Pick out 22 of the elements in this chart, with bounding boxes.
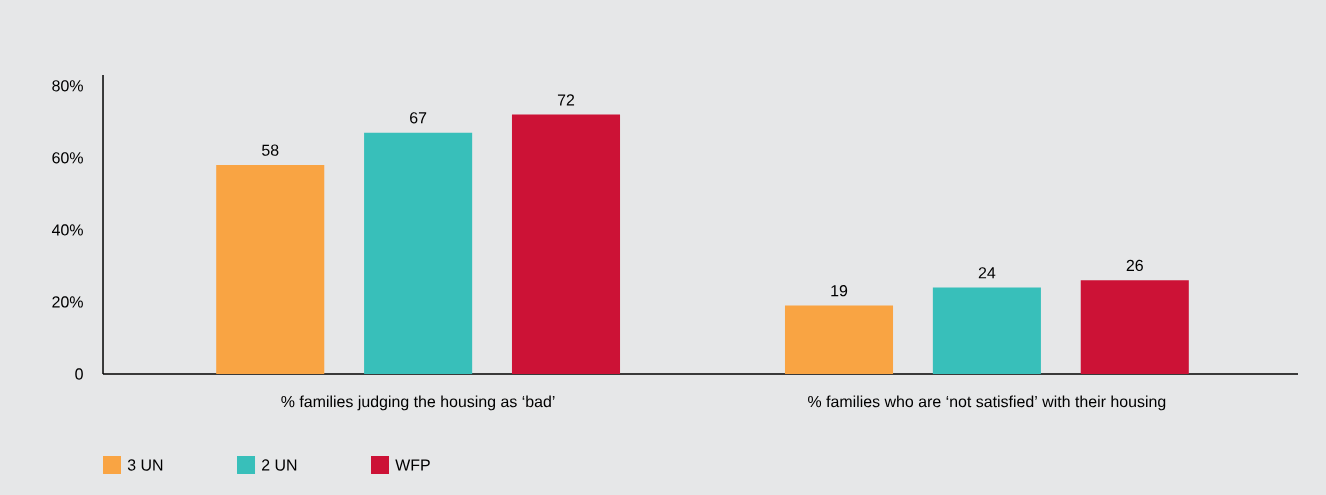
data-label: 67 [410, 112, 427, 124]
legend-label: WFP [395, 459, 430, 471]
y-tick-label: 20% [52, 296, 83, 308]
bar [511, 114, 621, 374]
data-label: 24 [978, 267, 996, 279]
bar [364, 132, 473, 374]
bar [216, 165, 325, 374]
data-label: 58 [262, 144, 279, 156]
data-label: 19 [831, 285, 848, 297]
legend-label: 2 UN [262, 459, 297, 471]
bar [784, 305, 894, 374]
y-tick-label: 60% [52, 152, 83, 164]
x-tick-label: % families who are ‘not satisfied’ with their housing [808, 395, 1166, 411]
bar [932, 287, 1041, 374]
y-tick-label: 40% [51, 224, 83, 236]
data-label: 72 [557, 94, 575, 106]
data-label: 26 [1126, 259, 1143, 272]
x-tick-label: % families judging the housing as ‘bad’ [281, 395, 555, 411]
bar [1080, 280, 1189, 374]
legend-label: 3 UN [127, 459, 163, 471]
y-tick-label: 0 [75, 368, 83, 380]
y-tick-label: 80% [52, 80, 83, 92]
